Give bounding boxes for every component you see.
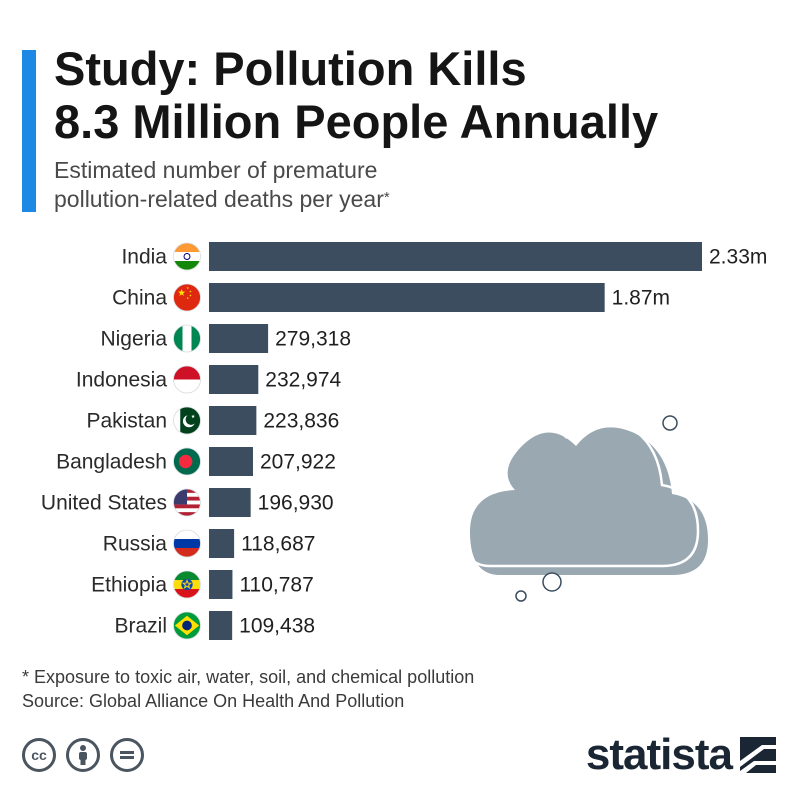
bar-row-russia: Russia 118,687	[103, 529, 315, 558]
value-label-ethiopia: 110,787	[239, 574, 313, 597]
footnote: * Exposure to toxic air, water, soil, an…	[22, 665, 474, 713]
category-label-indonesia: Indonesia	[76, 369, 167, 392]
subtitle-line-2: pollution-related deaths per year	[54, 186, 384, 212]
license-icons: cc	[22, 738, 144, 772]
russia-flag-icon	[173, 529, 201, 558]
bar-row-indonesia: Indonesia 232,974	[76, 365, 342, 394]
bar-ethiopia	[209, 570, 233, 599]
statista-logo-icon	[740, 737, 776, 773]
indonesia-flag-icon	[173, 365, 201, 394]
china-flag-icon	[173, 283, 201, 312]
value-label-bangladesh: 207,922	[260, 451, 336, 474]
smog-cloud-illustration	[458, 415, 708, 602]
accent-bar	[22, 50, 36, 212]
value-label-russia: 118,687	[241, 533, 315, 556]
value-label-india: 2.33m	[709, 246, 767, 269]
bar-row-pakistan: Pakistan 223,836	[86, 406, 339, 435]
category-label-russia: Russia	[103, 533, 168, 556]
united-states-flag-icon	[173, 488, 201, 517]
value-label-china: 1.87m	[612, 287, 670, 310]
category-label-nigeria: Nigeria	[100, 328, 167, 351]
attribution-icon[interactable]	[66, 738, 100, 772]
category-label-pakistan: Pakistan	[86, 410, 167, 433]
page-subtitle: Estimated number of premature pollution-…	[54, 156, 754, 214]
bar-bangladesh	[209, 447, 253, 476]
value-label-united-states: 196,930	[258, 492, 334, 515]
value-label-brazil: 109,438	[239, 615, 315, 638]
category-label-bangladesh: Bangladesh	[56, 451, 167, 474]
creative-commons-icon[interactable]: cc	[22, 738, 56, 772]
bar-china	[209, 283, 605, 312]
footnote-note: * Exposure to toxic air, water, soil, an…	[22, 667, 475, 687]
bar-row-united-states: United States 196,930	[41, 488, 334, 517]
subtitle-line-1: Estimated number of premature	[54, 157, 378, 183]
bar-row-india: India 2.33m	[121, 242, 767, 271]
bar-brazil	[209, 611, 233, 640]
subtitle-line-2-wrap: pollution-related deaths per year*	[54, 185, 754, 214]
brand: statista	[586, 730, 776, 780]
category-label-united-states: United States	[41, 492, 167, 515]
brand-name: statista	[585, 730, 733, 779]
bar-row-ethiopia: Ethiopia 110,787	[91, 570, 314, 599]
bar-row-china: China 1.87m	[112, 283, 670, 312]
bar-row-bangladesh: Bangladesh 207,922	[56, 447, 336, 476]
nigeria-flag-icon	[173, 324, 201, 353]
bar-indonesia	[209, 365, 259, 394]
category-label-china: China	[112, 287, 167, 310]
bar-united-states	[209, 488, 251, 517]
subtitle-footnote-marker: *	[383, 189, 390, 206]
india-flag-icon	[173, 242, 201, 271]
bar-nigeria	[209, 324, 269, 353]
value-label-pakistan: 223,836	[263, 410, 339, 433]
bar-row-nigeria: Nigeria 279,318	[100, 324, 351, 353]
bar-russia	[209, 529, 235, 558]
bangladesh-flag-icon	[173, 447, 201, 476]
category-label-ethiopia: Ethiopia	[91, 574, 167, 597]
category-label-brazil: Brazil	[114, 615, 167, 638]
bar-india	[209, 242, 702, 271]
category-label-india: India	[121, 246, 167, 269]
bar-row-brazil: Brazil 109,438	[114, 611, 315, 640]
pakistan-flag-icon	[173, 406, 201, 435]
value-label-nigeria: 279,318	[275, 328, 351, 351]
footnote-source: Source: Global Alliance On Health And Po…	[22, 691, 405, 711]
ethiopia-flag-icon	[173, 570, 201, 599]
page-title: Study: Pollution Kills 8.3 Million Peopl…	[54, 42, 774, 148]
bar-chart: India 2.33m China 1.87m Nigeria 279,318 Indone…	[41, 242, 767, 640]
value-label-indonesia: 232,974	[265, 369, 341, 392]
title-line-1: Study: Pollution Kills	[54, 42, 527, 95]
brazil-flag-icon	[173, 611, 201, 640]
no-derivatives-icon[interactable]	[110, 738, 144, 772]
title-line-2: 8.3 Million People Annually	[54, 95, 659, 148]
bar-pakistan	[209, 406, 257, 435]
